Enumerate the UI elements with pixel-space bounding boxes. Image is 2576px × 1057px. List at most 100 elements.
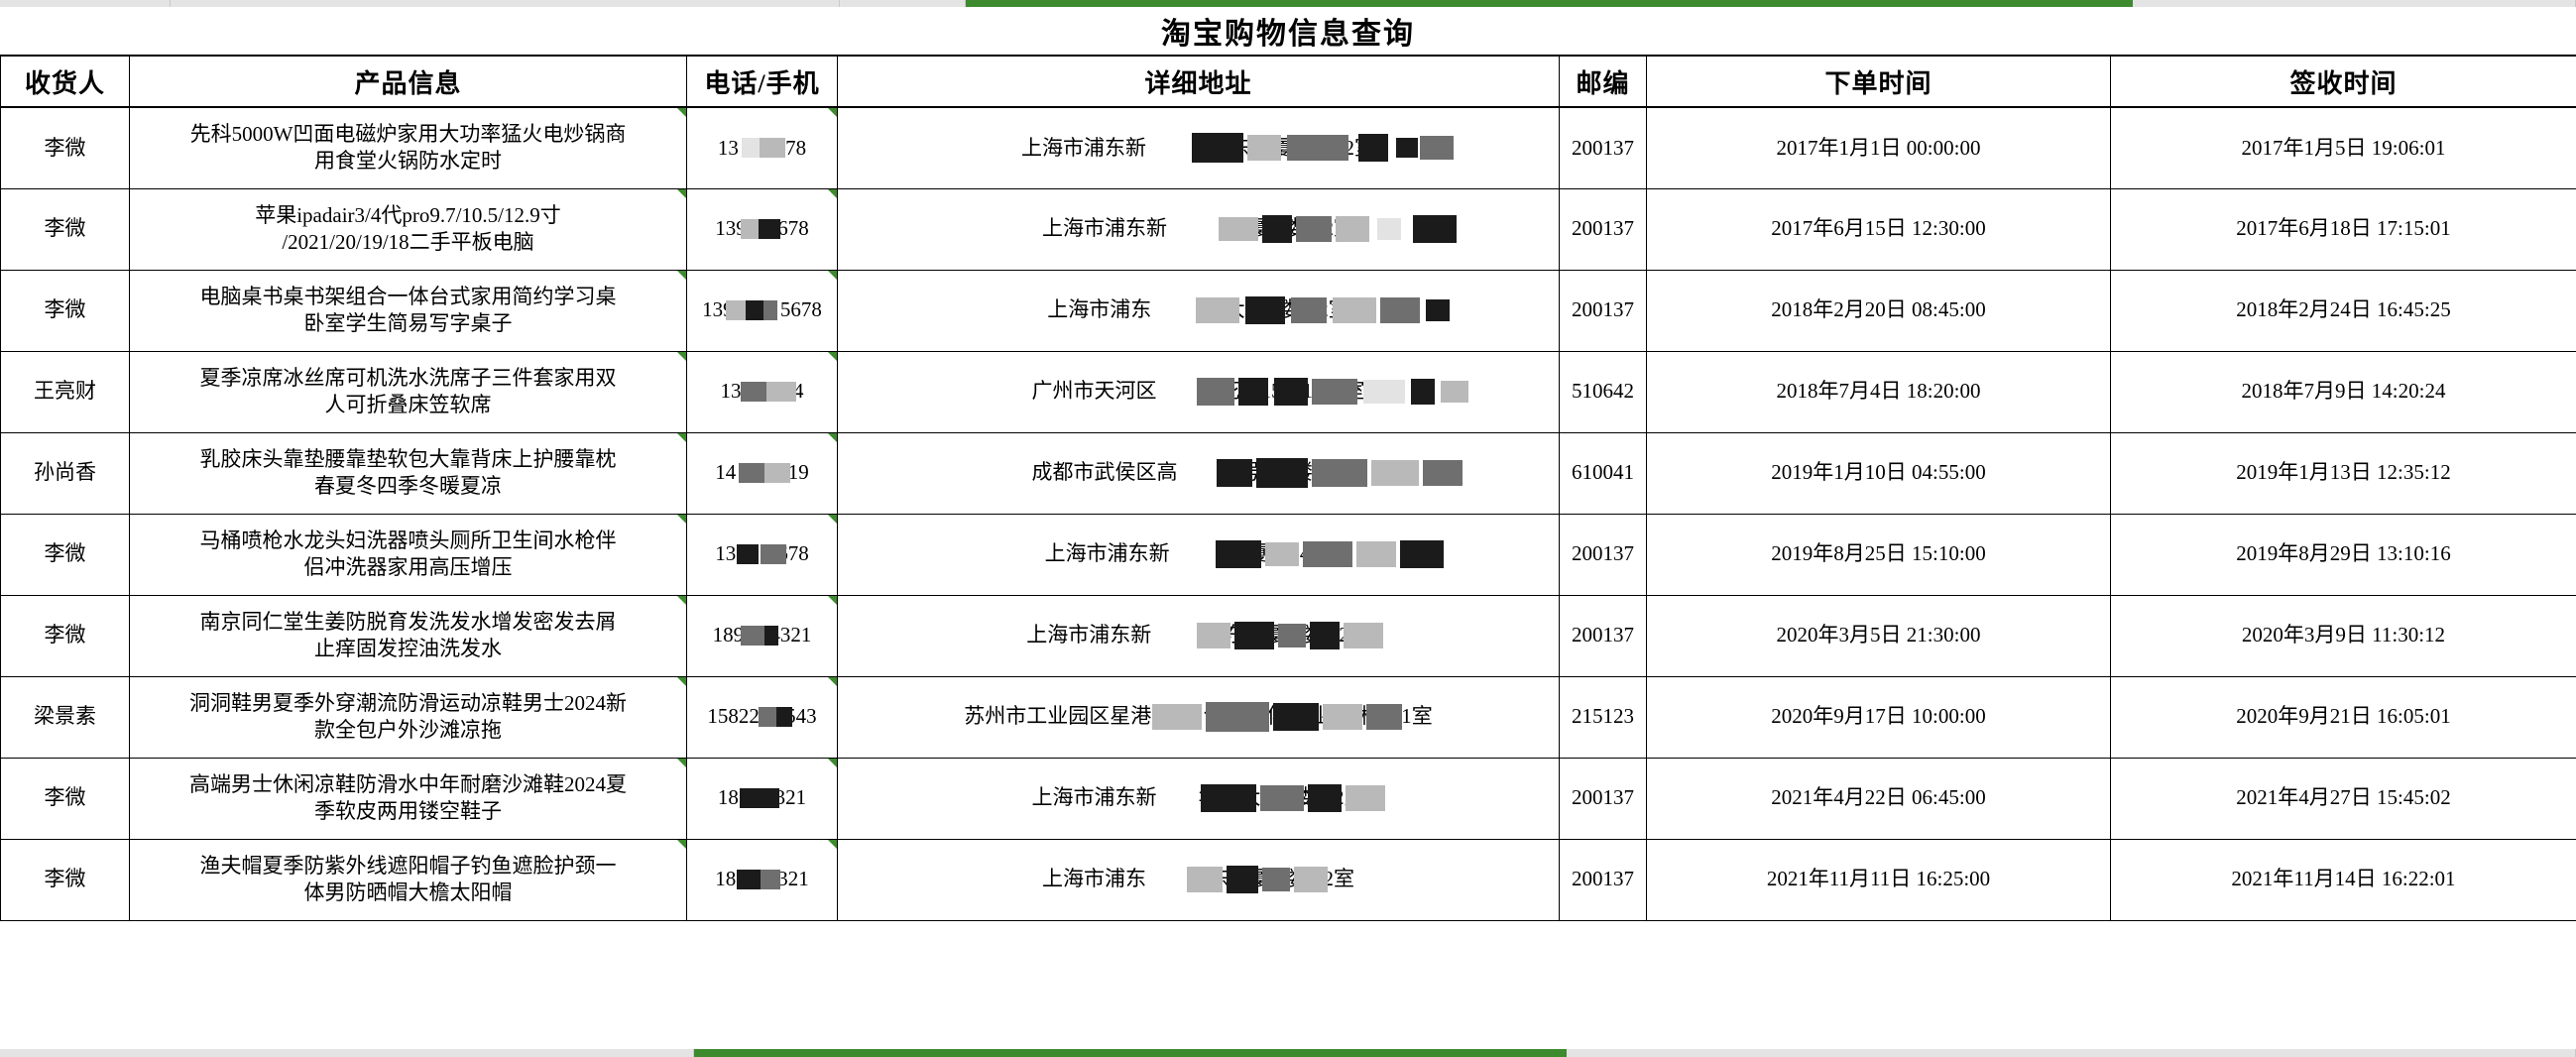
cell-phone[interactable]: 1391234 5678 (686, 269, 838, 352)
cell-order-time[interactable]: 2018年2月20日 08:45:00 (1646, 269, 2111, 352)
cell-sign-time[interactable]: 2021年4月27日 15:45:02 (2110, 757, 2576, 840)
cell-sign-time[interactable]: 2021年11月14日 16:22:01 (2110, 838, 2576, 921)
redaction-block (1227, 865, 1258, 893)
column-header-address[interactable]: 详细地址 (837, 55, 1560, 108)
column-header-sign-time[interactable]: 签收时间 (2110, 55, 2576, 108)
cell-phone[interactable]: 15822 4543 (686, 675, 838, 759)
cell-zip[interactable]: 200137 (1559, 513, 1647, 596)
cell-recipient[interactable]: 王亮财 (0, 350, 130, 433)
cell-zip[interactable]: 215123 (1559, 675, 1647, 759)
cell-product[interactable]: 高端男士休闲凉鞋防滑水中年耐磨沙滩鞋2024夏 季软皮两用镂空鞋子 (129, 757, 687, 840)
cell-product[interactable]: 电脑桌书桌书架组合一体台式家用简约学习桌 卧室学生简易写字桌子 (129, 269, 687, 352)
cell-order-time[interactable]: 2017年6月15日 12:30:00 (1646, 187, 2111, 271)
cell-product[interactable]: 夏季凉席冰丝席可机洗水洗席子三件套家用双 人可折叠床笠软席 (129, 350, 687, 433)
cell-zip[interactable]: 200137 (1559, 757, 1647, 840)
cell-zip[interactable]: 200137 (1559, 594, 1647, 677)
cell-address[interactable]: 上海市浦东新 大厦4楼402室 (837, 513, 1560, 596)
table-row[interactable]: 孙尚香 乳胶床头靠垫腰靠垫软包大靠背床上护腰靠枕 春夏冬四季冬暖夏凉 14 5419 成… (0, 431, 2576, 515)
table-row[interactable]: 李微 渔夫帽夏季防紫外线遮阳帽子钓鱼遮脸护颈一 体男防晒帽大檐太阳帽 18 54321… (0, 838, 2576, 921)
table-row[interactable]: 李微 电脑桌书桌书架组合一体台式家用简约学习桌 卧室学生简易写字桌子 1391234 … (0, 269, 2576, 352)
cell-recipient[interactable]: 李微 (0, 757, 130, 840)
cell-recipient[interactable]: 李微 (0, 594, 130, 677)
cell-order-time[interactable]: 2017年1月1日 00:00:00 (1646, 106, 2111, 189)
cell-zip[interactable]: 510642 (1559, 350, 1647, 433)
cell-zip[interactable]: 200137 (1559, 269, 1647, 352)
column-header-phone[interactable]: 电话/手机 (686, 55, 838, 108)
cell-phone[interactable]: 18 4321 (686, 757, 838, 840)
cell-sign-time[interactable]: 2018年7月9日 14:20:24 (2110, 350, 2576, 433)
cell-sign-time[interactable]: 2020年3月9日 11:30:12 (2110, 594, 2576, 677)
cell-phone[interactable]: 13 5678 (686, 106, 838, 189)
cell-order-time[interactable]: 2018年7月4日 18:20:00 (1646, 350, 2111, 433)
cell-recipient[interactable]: 李微 (0, 269, 130, 352)
cell-product[interactable]: 渔夫帽夏季防紫外线遮阳帽子钓鱼遮脸护颈一 体男防晒帽大檐太阳帽 (129, 838, 687, 921)
cell-zip[interactable]: 200137 (1559, 838, 1647, 921)
cell-address[interactable]: 上海市浦东新 华东大厦4楼402室 (837, 594, 1560, 677)
cell-recipient[interactable]: 李微 (0, 187, 130, 271)
comment-indicator-icon (677, 514, 686, 524)
table-row[interactable]: 梁景素 洞洞鞋男夏季外穿潮流防滑运动凉鞋男士2024新 款全包户外沙滩凉拖 15822… (0, 675, 2576, 759)
cell-recipient[interactable]: 李微 (0, 106, 130, 189)
cell-sign-time[interactable]: 2019年1月13日 12:35:12 (2110, 431, 2576, 515)
cell-address[interactable]: 上海市浦东新 华东大厦4楼402室 (837, 757, 1560, 840)
cell-address[interactable]: 上海市浦东新 华东大厦4楼402室 (837, 106, 1560, 189)
cell-address[interactable]: 广州市天河区 花园15栋1502室 (837, 350, 1560, 433)
purchase-info-table: 收货人 产品信息 电话/手机 详细地址 邮编 下单时间 签收时间 李微 先科500… (0, 55, 2576, 921)
cell-product[interactable]: 乳胶床头靠垫腰靠垫软包大靠背床上护腰靠枕 春夏冬四季冬暖夏凉 (129, 431, 687, 515)
cell-address[interactable]: 上海市浦东新 大厦4楼402室 (837, 187, 1560, 271)
cell-address[interactable]: 上海市浦东 大厦4楼402室 (837, 269, 1560, 352)
table-row[interactable]: 李微 苹果ipadair3/4代pro9.7/10.5/12.9寸/2021/20… (0, 187, 2576, 271)
redaction-block (1358, 134, 1388, 163)
cell-recipient[interactable]: 孙尚香 (0, 431, 130, 515)
cell-sign-time[interactable]: 2017年1月5日 19:06:01 (2110, 106, 2576, 189)
column-header-zip[interactable]: 邮编 (1559, 55, 1647, 108)
cell-sign-time[interactable]: 2019年8月29日 13:10:16 (2110, 513, 2576, 596)
cell-product[interactable]: 南京同仁堂生姜防脱育发洗发水增发密发去屑 止痒固发控油洗发水 (129, 594, 687, 677)
cell-order-time[interactable]: 2021年4月22日 06:45:00 (1646, 757, 2111, 840)
cell-order-time[interactable]: 2020年9月17日 10:00:00 (1646, 675, 2111, 759)
cell-product[interactable]: 苹果ipadair3/4代pro9.7/10.5/12.9寸/2021/20/1… (129, 187, 687, 271)
table-row[interactable]: 李微 马桶喷枪水龙头妇洗器喷头厕所卫生间水枪伴 侣冲洗器家用高压增压 13 5678 上… (0, 513, 2576, 596)
cell-zip[interactable]: 610041 (1559, 431, 1647, 515)
cell-sign-time[interactable]: 2017年6月18日 17:15:01 (2110, 187, 2576, 271)
cell-product[interactable]: 先科5000W凹面电磁炉家用大功率猛火电炒锅商 用食堂火锅防水定时 (129, 106, 687, 189)
product-line-1: 电脑桌书桌书架组合一体台式家用简约学习桌 (199, 284, 617, 308)
redaction-block (761, 543, 787, 564)
redaction-block (1333, 296, 1377, 323)
product-line-1: 先科5000W凹面电磁炉家用大功率猛火电炒锅商 (189, 121, 627, 146)
table-row[interactable]: 李微 南京同仁堂生姜防脱育发洗发水增发密发去屑 止痒固发控油洗发水 189 54321… (0, 594, 2576, 677)
table-row[interactable]: 李微 高端男士休闲凉鞋防滑水中年耐磨沙滩鞋2024夏 季软皮两用镂空鞋子 18 432… (0, 757, 2576, 840)
cell-phone[interactable]: 14 5419 (686, 431, 838, 515)
cell-zip[interactable]: 200137 (1559, 187, 1647, 271)
cell-order-time[interactable]: 2021年11月11日 16:25:00 (1646, 838, 2111, 921)
table-row[interactable]: 王亮财 夏季凉席冰丝席可机洗水洗席子三件套家用双 人可折叠床笠软席 13 234 广州市… (0, 350, 2576, 433)
cell-zip[interactable]: 200137 (1559, 106, 1647, 189)
table-row[interactable]: 李微 先科5000W凹面电磁炉家用大功率猛火电炒锅商 用食堂火锅防水定时 13 567… (0, 106, 2576, 189)
cell-phone[interactable]: 13 234 (686, 350, 838, 433)
cell-address[interactable]: 上海市浦东 华东大厦4楼402室 (837, 838, 1560, 921)
cell-recipient[interactable]: 李微 (0, 838, 130, 921)
cell-recipient[interactable]: 李微 (0, 513, 130, 596)
phone-value: 13 5678 (717, 135, 807, 160)
cell-order-time[interactable]: 2019年1月10日 04:55:00 (1646, 431, 2111, 515)
comment-indicator-icon (828, 188, 837, 198)
cell-phone[interactable]: 13 5678 (686, 513, 838, 596)
cell-phone[interactable]: 189 54321 (686, 594, 838, 677)
cell-product[interactable]: 马桶喷枪水龙头妇洗器喷头厕所卫生间水枪伴 侣冲洗器家用高压增压 (129, 513, 687, 596)
cell-order-time[interactable]: 2020年3月5日 21:30:00 (1646, 594, 2111, 677)
column-header-order-time[interactable]: 下单时间 (1646, 55, 2111, 108)
column-header-product[interactable]: 产品信息 (129, 55, 687, 108)
comment-indicator-icon (828, 351, 837, 361)
cell-phone[interactable]: 139 5678 (686, 187, 838, 271)
cell-phone[interactable]: 18 54321 (686, 838, 838, 921)
cell-recipient[interactable]: 梁景素 (0, 675, 130, 759)
cell-order-time[interactable]: 2019年8月25日 15:10:00 (1646, 513, 2111, 596)
cell-sign-time[interactable]: 2018年2月24日 16:45:25 (2110, 269, 2576, 352)
comment-indicator-icon (677, 839, 686, 849)
column-header-recipient[interactable]: 收货人 (0, 55, 130, 108)
cell-address[interactable]: 成都市武侯区高 3号楼5楼502室 (837, 431, 1560, 515)
redaction-block (1311, 458, 1367, 487)
cell-address[interactable]: 苏州市工业园区星港 创意文化产业园3栋501室 (837, 675, 1560, 759)
cell-product[interactable]: 洞洞鞋男夏季外穿潮流防滑运动凉鞋男士2024新 款全包户外沙滩凉拖 (129, 675, 687, 759)
cell-sign-time[interactable]: 2020年9月21日 16:05:01 (2110, 675, 2576, 759)
